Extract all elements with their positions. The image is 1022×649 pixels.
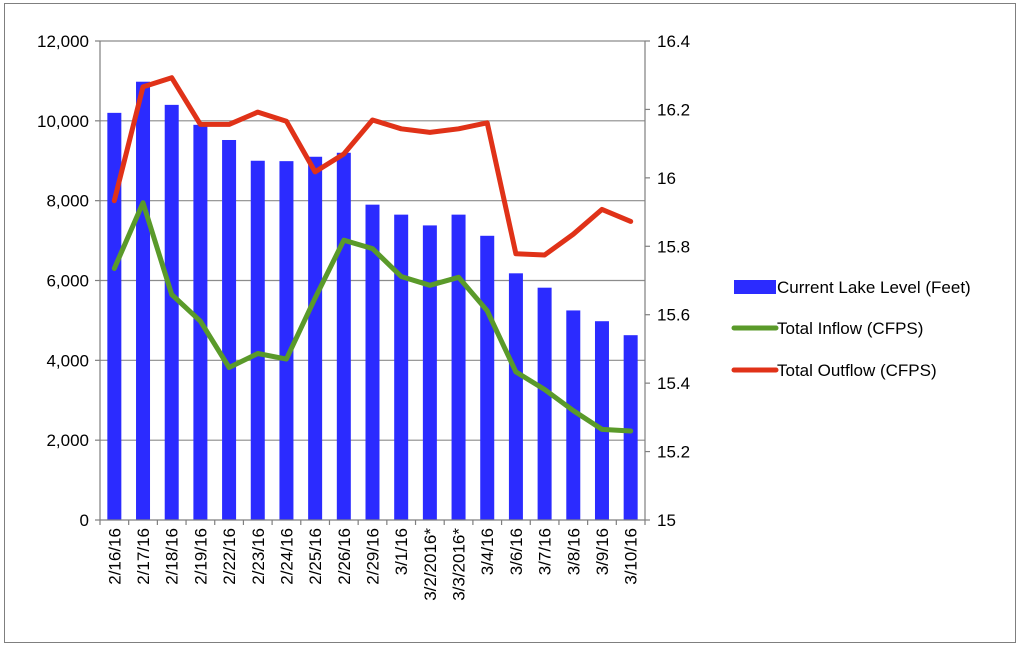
line-total-outflow-cfps — [111, 75, 634, 258]
right-tick-label: 15 — [657, 511, 676, 530]
x-axis-tick-labels: 2/16/16 2/17/16 2/18/16 2/19/16 2/22/16 2/23/… — [105, 528, 640, 601]
x-tick-label: 3/8/16 — [564, 528, 583, 575]
bar — [308, 156, 323, 520]
x-tick-label: 2/18/16 — [163, 528, 182, 585]
bar — [279, 161, 294, 520]
right-tick-label: 16.4 — [657, 32, 690, 51]
bar — [394, 214, 409, 520]
bar — [623, 335, 638, 520]
bar — [508, 273, 523, 520]
x-tick-label: 3/1/16 — [392, 528, 411, 575]
left-tick-label: 6,000 — [46, 272, 89, 291]
bar — [480, 235, 495, 520]
right-axis-tick-labels: 15 15.2 15.4 15.6 15.8 16 16.2 16.4 — [657, 32, 690, 530]
x-tick-label: 2/19/16 — [191, 528, 210, 585]
x-tick-label: 3/3/2016* — [450, 528, 469, 601]
x-tick-label: 2/23/16 — [249, 528, 268, 585]
bar — [136, 81, 151, 520]
bar — [336, 152, 351, 520]
right-tick-label: 15.6 — [657, 306, 690, 325]
x-tick-label: 2/17/16 — [134, 528, 153, 585]
line-series — [111, 75, 634, 434]
legend-label: Total Inflow (CFPS) — [777, 319, 923, 338]
right-tick-label: 16 — [657, 169, 676, 188]
bar — [537, 287, 552, 520]
legend-swatch-bar — [734, 280, 776, 294]
x-tick-label: 2/29/16 — [364, 528, 383, 585]
legend: Current Lake Level (Feet) Total Inflow (C… — [731, 278, 971, 380]
right-tick-label: 15.4 — [657, 374, 690, 393]
x-tick-label: 2/24/16 — [277, 528, 296, 585]
left-tick-label: 2,000 — [46, 431, 89, 450]
bar — [422, 225, 437, 521]
x-tick-label: 3/7/16 — [536, 528, 555, 575]
x-tick-label: 3/2/2016* — [421, 528, 440, 601]
combo-chart: 0 2,000 4,000 6,000 8,000 10,000 12,000 15 15.2… — [37, 32, 971, 601]
bar — [365, 204, 380, 521]
x-tick-label: 3/10/16 — [622, 528, 641, 585]
bar — [451, 214, 466, 520]
bar — [164, 104, 179, 520]
line-total-inflow-cfps — [111, 200, 634, 434]
bar — [107, 112, 122, 520]
x-tick-label: 2/22/16 — [220, 528, 239, 585]
left-tick-label: 8,000 — [46, 192, 89, 211]
x-tick-label: 2/26/16 — [335, 528, 354, 585]
bar — [566, 310, 581, 520]
x-tick-label: 2/25/16 — [306, 528, 325, 585]
chart-frame: 0 2,000 4,000 6,000 8,000 10,000 12,000 15 15.2… — [4, 3, 1016, 643]
left-tick-label: 4,000 — [46, 351, 89, 370]
bar — [250, 160, 265, 520]
left-tick-label: 10,000 — [37, 112, 89, 131]
left-tick-label: 0 — [80, 511, 89, 530]
left-axis-tick-labels: 0 2,000 4,000 6,000 8,000 10,000 12,000 — [37, 32, 89, 530]
left-tick-label: 12,000 — [37, 32, 89, 51]
x-tick-label: 3/4/16 — [478, 528, 497, 575]
x-tick-label: 2/16/16 — [105, 528, 124, 585]
bar — [594, 321, 609, 520]
x-tick-label: 3/6/16 — [507, 528, 526, 575]
legend-label: Current Lake Level (Feet) — [777, 278, 971, 297]
bar-series — [107, 81, 638, 521]
right-tick-label: 15.2 — [657, 443, 690, 462]
axes — [95, 40, 650, 525]
legend-label: Total Outflow (CFPS) — [777, 361, 937, 380]
bar — [222, 139, 237, 520]
right-tick-label: 16.2 — [657, 100, 690, 119]
right-tick-label: 15.8 — [657, 237, 690, 256]
x-tick-label: 3/9/16 — [593, 528, 612, 575]
